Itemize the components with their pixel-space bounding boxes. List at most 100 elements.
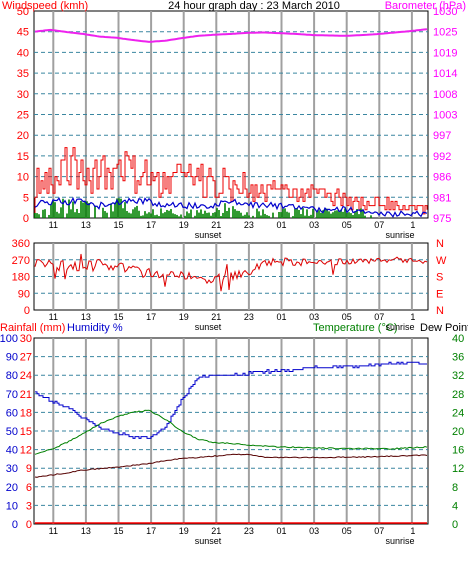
temperature-line bbox=[34, 409, 428, 455]
panel-2-x-tick: 21 bbox=[211, 312, 221, 322]
direction-compass-tick: N bbox=[436, 305, 444, 317]
temperature-tick: 20 bbox=[452, 426, 464, 438]
panel-3-x-tick: 11 bbox=[49, 526, 58, 536]
temperature-tick: 8 bbox=[452, 482, 458, 494]
temperature-axis-label: Temperature (°C) bbox=[313, 322, 397, 334]
direction-compass-tick: E bbox=[436, 288, 443, 300]
barometer-tick: 992 bbox=[433, 151, 451, 163]
panel-3-x-tick: 19 bbox=[179, 526, 189, 536]
windspeed-tick: 50 bbox=[17, 6, 29, 18]
wind-direction-line bbox=[34, 253, 428, 292]
humidity-tick: 10 bbox=[6, 500, 18, 512]
panel-1-x-tick: 11 bbox=[49, 220, 58, 230]
panel-1-x-tick: 13 bbox=[81, 220, 91, 230]
rainfall-tick: 6 bbox=[26, 482, 32, 494]
humidity-tick: 20 bbox=[6, 482, 18, 494]
panel-3-x-tick: 15 bbox=[113, 526, 123, 536]
rainfall-tick: 15 bbox=[20, 426, 32, 438]
rainfall-tick: 12 bbox=[20, 445, 32, 457]
barometer-tick: 997 bbox=[433, 130, 451, 142]
rainfall-tick: 24 bbox=[20, 370, 32, 382]
dewpoint-axis-label: Dew Point bbox=[420, 322, 468, 334]
panel-2-x-tick: 19 bbox=[179, 312, 189, 322]
humidity-tick: 60 bbox=[6, 407, 18, 419]
barometer-tick: 986 bbox=[433, 172, 451, 184]
panel-1-x-tick: 21 bbox=[211, 220, 221, 230]
windspeed-tick: 35 bbox=[17, 68, 29, 80]
temperature-tick: 36 bbox=[452, 352, 464, 364]
temperature-tick: 32 bbox=[452, 370, 464, 382]
panel-3-x-tick: 03 bbox=[309, 526, 319, 536]
rainfall-tick: 21 bbox=[20, 389, 32, 401]
sunset-label: sunset bbox=[195, 536, 222, 546]
panel-3-x-tick: 23 bbox=[244, 526, 254, 536]
barometer-tick: 1025 bbox=[433, 27, 457, 39]
panel-1-x-tick: 1 bbox=[410, 220, 415, 230]
panel-2-x-tick: 05 bbox=[342, 312, 352, 322]
temperature-tick: 28 bbox=[452, 389, 464, 401]
panel-1-x-tick: 01 bbox=[276, 220, 286, 230]
sunset-label: sunset bbox=[195, 322, 222, 332]
direction-degree-tick: 180 bbox=[12, 272, 30, 284]
barometer-tick: 1008 bbox=[433, 89, 457, 101]
panel-2-x-tick: 13 bbox=[81, 312, 91, 322]
direction-compass-tick: W bbox=[436, 255, 447, 267]
rainfall-axis-label: Rainfall (mm) bbox=[0, 322, 65, 334]
temperature-tick: 4 bbox=[452, 500, 458, 512]
panel-1-x-tick: 17 bbox=[146, 220, 156, 230]
panel-2-x-tick: 15 bbox=[113, 312, 123, 322]
barometer-tick: 981 bbox=[433, 192, 451, 204]
sunrise-label: sunrise bbox=[385, 322, 414, 332]
humidity-tick: 30 bbox=[6, 463, 18, 475]
dewpoint-line bbox=[34, 453, 428, 478]
windspeed-tick: 10 bbox=[17, 172, 29, 184]
windspeed-tick: 15 bbox=[17, 151, 29, 163]
windspeed-tick: 45 bbox=[17, 27, 29, 39]
windspeed-axis-label: Windspeed (kmh) bbox=[2, 0, 88, 12]
panel-3-x-tick: 07 bbox=[374, 526, 384, 536]
panel-2-x-tick: 01 bbox=[276, 312, 286, 322]
panel-3-x-tick: 01 bbox=[276, 526, 286, 536]
panel-1-x-tick: 15 bbox=[113, 220, 123, 230]
windspeed-tick: 0 bbox=[23, 213, 29, 225]
barometer-tick: 1019 bbox=[433, 47, 457, 59]
temperature-tick: 0 bbox=[452, 519, 458, 531]
barometer-tick: 975 bbox=[433, 213, 451, 225]
humidity-tick: 0 bbox=[12, 519, 18, 531]
panel-2-x-tick: 11 bbox=[49, 312, 58, 322]
sunrise-label: sunrise bbox=[385, 536, 414, 546]
panel-1-x-tick: 05 bbox=[342, 220, 352, 230]
panel-2-x-tick: 07 bbox=[374, 312, 384, 322]
sunset-label: sunset bbox=[195, 230, 222, 240]
rainfall-tick: 18 bbox=[20, 407, 32, 419]
windspeed-tick: 5 bbox=[23, 192, 29, 204]
direction-degree-tick: 90 bbox=[18, 288, 30, 300]
rainfall-tick: 30 bbox=[20, 333, 32, 345]
panel-1-x-tick: 03 bbox=[309, 220, 319, 230]
temperature-tick: 24 bbox=[452, 407, 464, 419]
direction-compass-tick: N bbox=[436, 238, 444, 250]
panel-3-x-tick: 05 bbox=[342, 526, 352, 536]
panel-2-x-tick: 23 bbox=[244, 312, 254, 322]
rainfall-tick: 3 bbox=[26, 500, 32, 512]
direction-compass-tick: S bbox=[436, 272, 443, 284]
panel-3-x-tick: 17 bbox=[146, 526, 156, 536]
humidity-tick: 70 bbox=[6, 389, 18, 401]
windspeed-average-line bbox=[34, 196, 428, 218]
humidity-tick: 40 bbox=[6, 445, 18, 457]
humidity-tick: 100 bbox=[0, 333, 18, 345]
windspeed-tick: 25 bbox=[17, 110, 29, 122]
chart-title: 24 hour graph day : 23 March 2010 bbox=[168, 0, 340, 12]
direction-degree-tick: 0 bbox=[24, 305, 30, 317]
barometer-tick: 1030 bbox=[433, 6, 457, 18]
panel-3-x-tick: 13 bbox=[81, 526, 91, 536]
humidity-tick: 90 bbox=[6, 352, 18, 364]
temperature-tick: 40 bbox=[452, 333, 464, 345]
humidity-line bbox=[35, 361, 427, 439]
panel-2-x-tick: 03 bbox=[309, 312, 319, 322]
rainfall-tick: 0 bbox=[26, 519, 32, 531]
temperature-tick: 12 bbox=[452, 463, 464, 475]
temperature-tick: 16 bbox=[452, 445, 464, 457]
